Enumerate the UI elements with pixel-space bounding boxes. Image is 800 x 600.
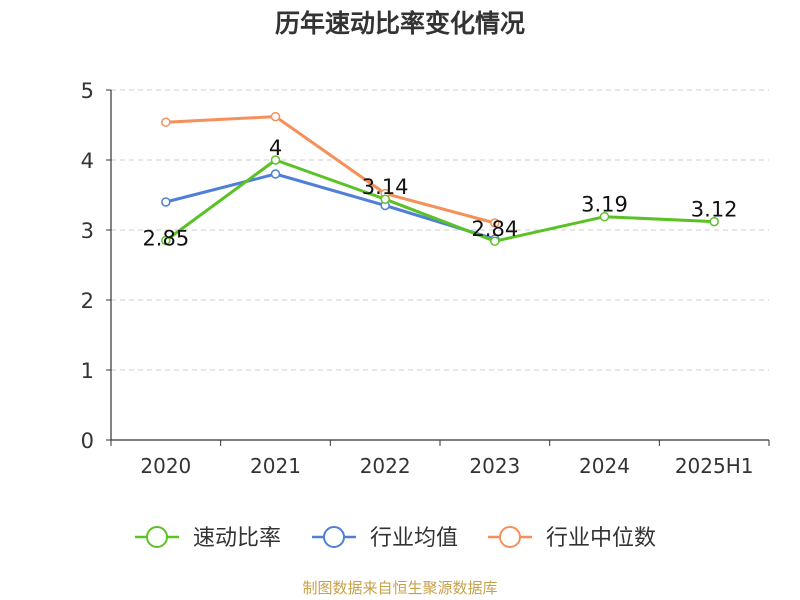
- series-line-3: [165, 115, 496, 225]
- y-tick-label: 1: [81, 359, 94, 383]
- data-label: 4: [269, 136, 282, 160]
- y-tick-label: 5: [81, 79, 94, 103]
- data-point: [270, 169, 281, 179]
- x-tick-label: 2025H1: [675, 454, 754, 478]
- y-tick-label: 4: [81, 149, 94, 173]
- series-line-1: [164, 158, 715, 243]
- data-point: [709, 216, 719, 227]
- data-label: 3.19: [581, 193, 628, 217]
- x-tick-label: 2022: [360, 454, 411, 478]
- data-label: 3.14: [362, 175, 409, 199]
- legend-label: 行业中位数: [546, 526, 656, 551]
- legend-label: 行业均值: [370, 526, 458, 551]
- data-point: [270, 155, 281, 165]
- chart-title: 历年速动比率变化情况: [274, 9, 525, 38]
- y-tick-label: 0: [81, 429, 94, 453]
- data-label: 3.12: [691, 198, 738, 222]
- x-tick-label: 2020: [140, 454, 191, 478]
- y-tick-label: 2: [81, 289, 94, 313]
- data-point: [161, 197, 171, 207]
- x-tick-label: 2021: [250, 454, 301, 478]
- data-point: [490, 218, 500, 228]
- source-note: 制图数据来自恒生聚源数据库: [302, 579, 498, 597]
- legend-marker: [323, 526, 345, 548]
- data-point: [380, 194, 390, 204]
- x-tick-label: 2023: [469, 454, 520, 478]
- legend-label: 速动比率: [193, 526, 281, 551]
- series-line-2: [165, 172, 496, 241]
- y-tick-label: 3: [81, 219, 94, 243]
- data-point: [270, 111, 281, 122]
- data-point: [490, 236, 500, 246]
- data-point: [161, 235, 171, 246]
- data-label: 2.85: [142, 227, 189, 251]
- legend-marker: [146, 526, 168, 548]
- data-point: [599, 211, 610, 222]
- data-label: 2.84: [471, 217, 518, 241]
- x-tick-label: 2024: [579, 454, 630, 478]
- legend-marker: [499, 526, 521, 548]
- data-point: [161, 117, 171, 127]
